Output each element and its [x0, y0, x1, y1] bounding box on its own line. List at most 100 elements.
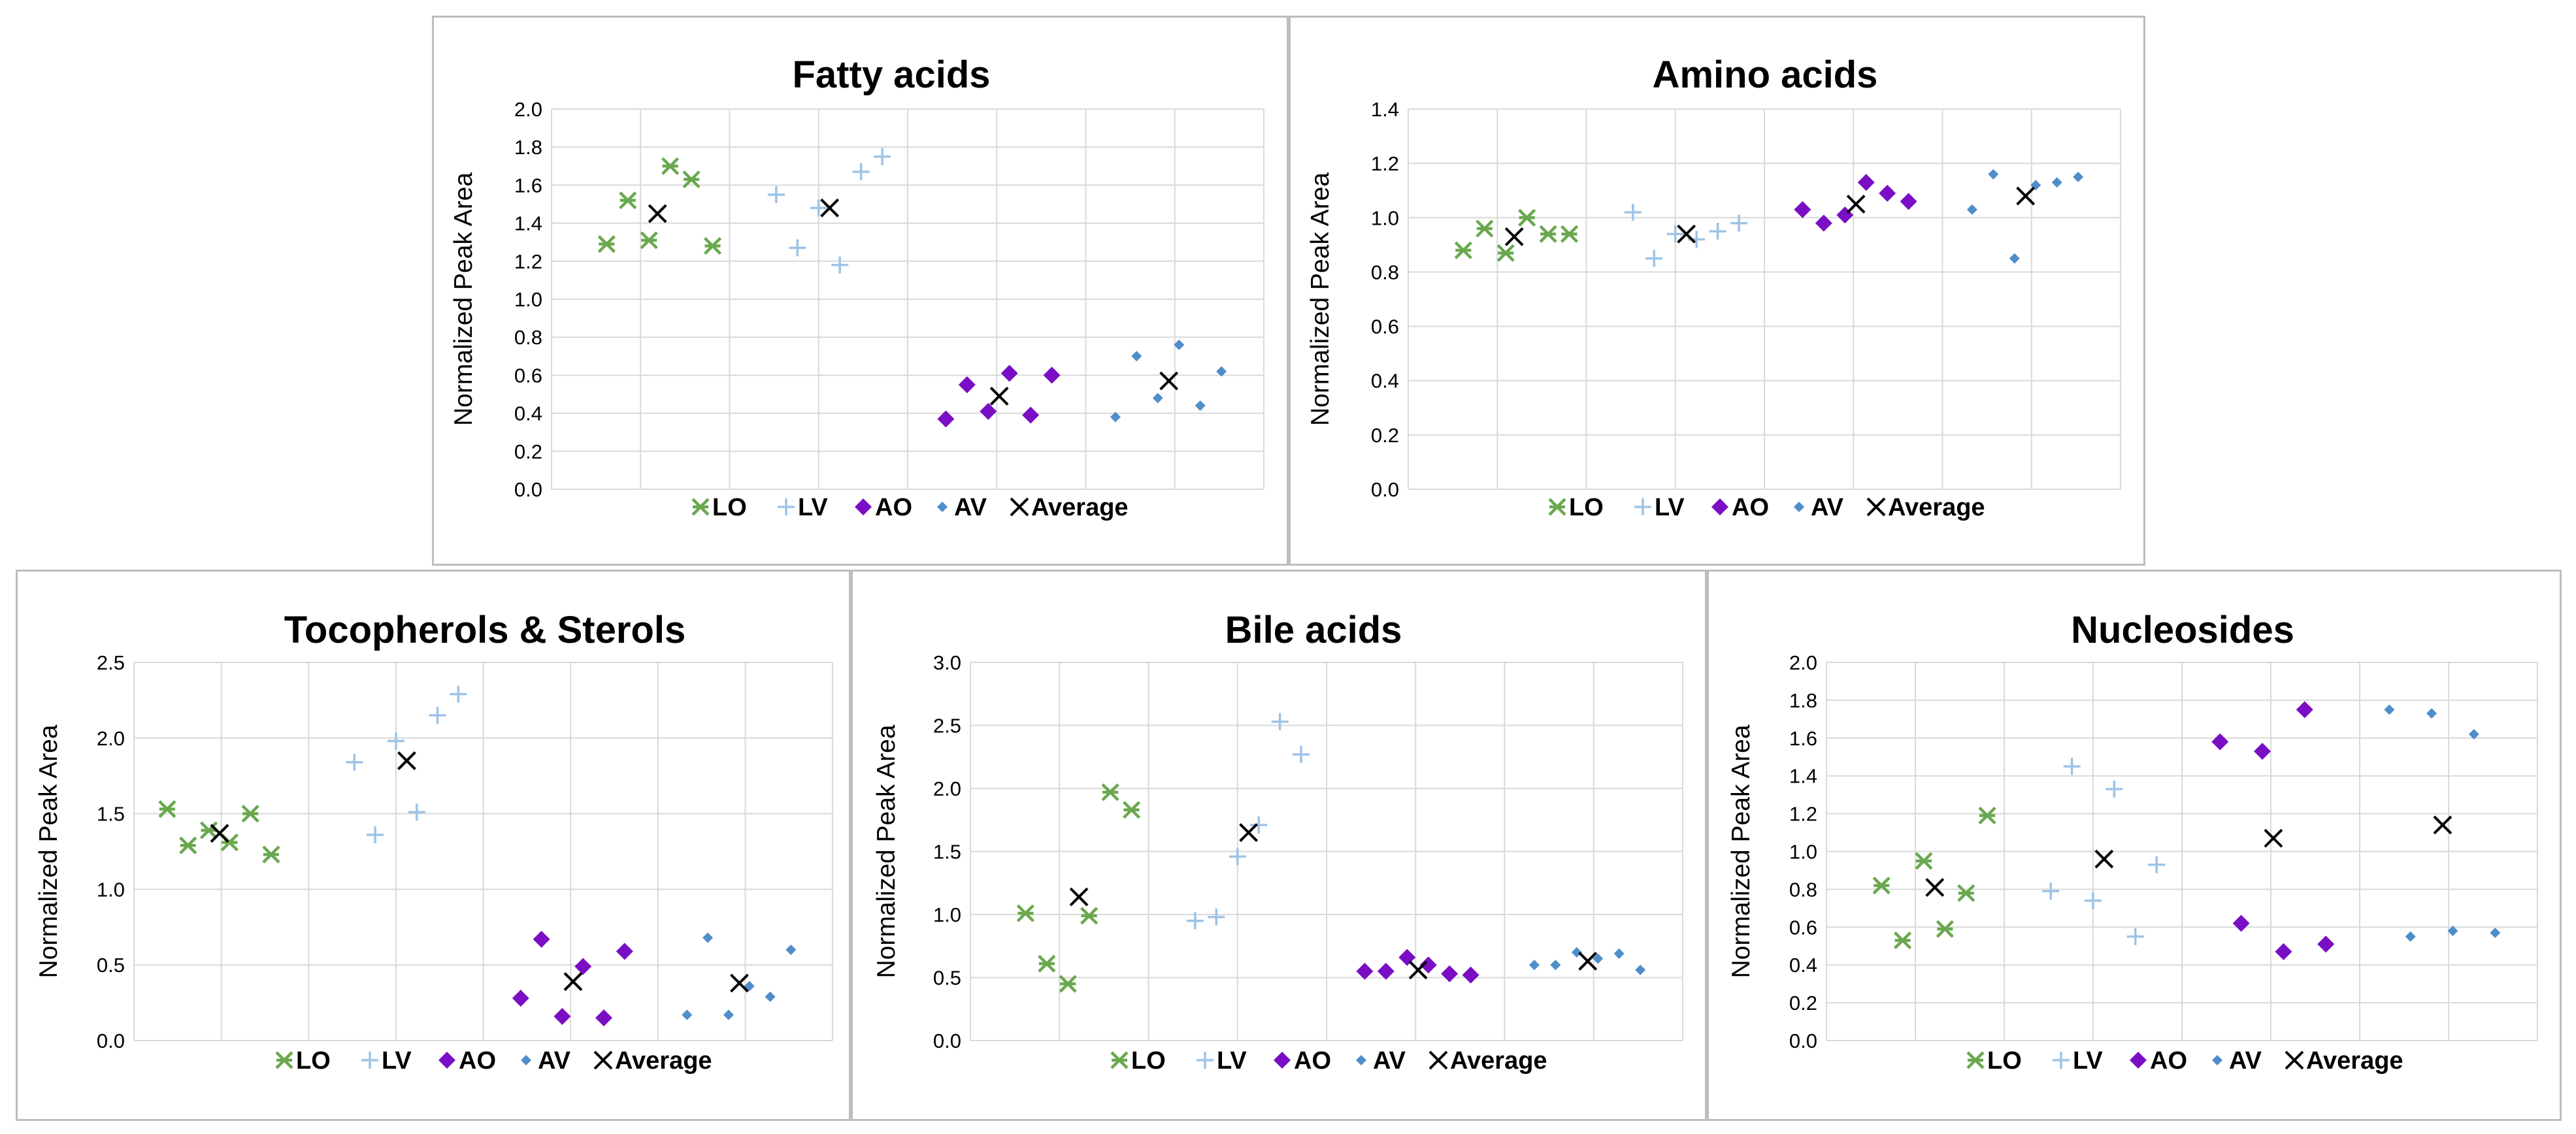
legend-label-av: AV — [2229, 1047, 2262, 1075]
legend-label-lo: LO — [1131, 1047, 1166, 1075]
chart-panel-amino-acids: Amino acids 0.0 0.2 0.4 0.6 0.8 1.0 1.2 1.4 Norma… — [1289, 16, 2145, 566]
data-point-lo — [1038, 954, 1056, 973]
series-lo — [1872, 806, 1996, 950]
series-av — [2384, 704, 2501, 942]
data-point-average — [210, 824, 229, 843]
data-point-av — [1152, 393, 1163, 404]
data-point-lo — [703, 236, 722, 255]
legend-label-average: Average — [1450, 1047, 1547, 1075]
y-tick-label: 3.0 — [933, 651, 961, 674]
gridlines — [1826, 662, 2538, 1041]
series-lo — [1016, 783, 1141, 993]
y-tick-label: 0.4 — [1371, 370, 1399, 393]
chart-panel-nucleosides: Nucleosides 0.0 0.2 0.4 0.6 0.8 1.0 1.2 1.4 1.6 1.… — [1707, 570, 2562, 1121]
y-tick-label: 0.4 — [514, 402, 542, 425]
y-tick-label: 0.6 — [1789, 916, 1817, 939]
data-point-av — [765, 991, 776, 1002]
y-axis-label: Normalized Peak Area — [872, 724, 900, 978]
data-point-lv — [346, 753, 363, 771]
legend-marker-lv — [2053, 1052, 2070, 1069]
data-point-average — [1578, 951, 1598, 971]
data-point-ao — [2232, 915, 2250, 932]
y-tick-label: 2.0 — [933, 777, 961, 800]
legend: LO LV AO AV Average — [691, 494, 1129, 521]
data-point-lo — [1496, 244, 1515, 262]
legend-label-av: AV — [1373, 1047, 1406, 1075]
data-point-av — [1988, 169, 1999, 180]
series-av — [1966, 169, 2084, 264]
legend-marker-lo — [1548, 498, 1566, 516]
data-point-lo — [1893, 931, 1912, 950]
legend-label-ao: AO — [2150, 1047, 2187, 1075]
y-tick-label: 2.0 — [514, 98, 542, 121]
marker-stroke — [730, 973, 749, 993]
y-tick-label: 1.0 — [97, 878, 125, 901]
marker-stroke — [1578, 951, 1598, 971]
gridlines — [970, 662, 1683, 1041]
series-average — [648, 198, 1179, 406]
series-lv — [346, 685, 467, 844]
data-point-average — [820, 198, 840, 218]
data-point-av — [2447, 926, 2458, 937]
marker-stroke — [1504, 227, 1524, 246]
data-point-lv — [367, 826, 384, 844]
legend-marker-lv — [1197, 1052, 1214, 1069]
chart-svg: Nucleosides 0.0 0.2 0.4 0.6 0.8 1.0 1.2 1.4 1.6 1.… — [1727, 609, 2538, 1075]
data-point-lo — [1957, 884, 1975, 902]
data-point-av — [2073, 171, 2084, 182]
data-point-lo — [1101, 783, 1119, 802]
legend-marker-lv — [1634, 498, 1651, 515]
legend-label-ao: AO — [1732, 494, 1769, 521]
data-point-av — [1613, 948, 1625, 959]
y-tick-label: 1.4 — [1789, 765, 1817, 788]
y-axis-label: Normalized Peak Area — [35, 724, 63, 978]
legend-marker-average — [593, 1050, 613, 1070]
data-point-lv — [2042, 883, 2060, 900]
marker-stroke — [210, 824, 229, 843]
y-tick-label: 2.0 — [1789, 651, 1817, 674]
series-lo — [597, 157, 722, 255]
data-point-ao — [1900, 193, 1917, 210]
y-tick-label: 1.5 — [97, 803, 125, 826]
data-point-lo — [1476, 219, 1494, 238]
data-point-av — [2405, 931, 2416, 942]
series-lv — [767, 148, 891, 274]
y-tick-label: 0.6 — [514, 364, 542, 387]
data-point-lv — [408, 803, 425, 821]
legend: LO LV AO AV Average — [275, 1047, 712, 1075]
legend-label-av: AV — [1811, 494, 1844, 521]
series-ao — [2211, 701, 2335, 960]
data-point-lv — [1271, 713, 1289, 730]
legend-marker-lv — [361, 1052, 378, 1069]
data-point-lv — [2126, 928, 2144, 945]
data-point-lo — [1454, 241, 1472, 259]
data-point-ao — [1857, 174, 1875, 191]
legend-marker-ao — [855, 498, 872, 515]
legend-label-lv: LV — [1217, 1047, 1247, 1075]
data-point-ao — [1836, 206, 1854, 224]
gridlines — [133, 662, 833, 1041]
data-point-av — [2490, 927, 2501, 938]
legend-marker-ao — [1711, 498, 1728, 515]
y-tick-label: 1.0 — [1789, 841, 1817, 864]
data-point-ao — [1419, 956, 1437, 974]
marker-stroke — [1069, 887, 1089, 907]
data-point-average — [2264, 828, 2283, 848]
series-average — [1504, 186, 2036, 246]
data-point-lo — [661, 157, 680, 175]
y-tick-label: 1.2 — [514, 250, 542, 273]
legend-marker-lo — [691, 498, 710, 516]
legend-label-average: Average — [615, 1047, 712, 1075]
gridlines — [1408, 108, 2121, 490]
legend-label-av: AV — [954, 494, 987, 521]
data-point-lo — [1016, 904, 1034, 922]
data-point-lv — [789, 239, 806, 257]
data-point-ao — [1794, 201, 1811, 218]
chart-svg: Amino acids 0.0 0.2 0.4 0.6 0.8 1.0 1.2 1.4 Norma… — [1306, 54, 2121, 521]
y-tick-label: 0.0 — [1789, 1029, 1817, 1052]
y-tick-label: 0.5 — [933, 967, 961, 990]
legend-marker-lo — [1110, 1051, 1129, 1069]
data-point-av — [2426, 708, 2437, 719]
data-point-ao — [1356, 962, 1374, 980]
legend-label-ao: AO — [459, 1047, 496, 1075]
